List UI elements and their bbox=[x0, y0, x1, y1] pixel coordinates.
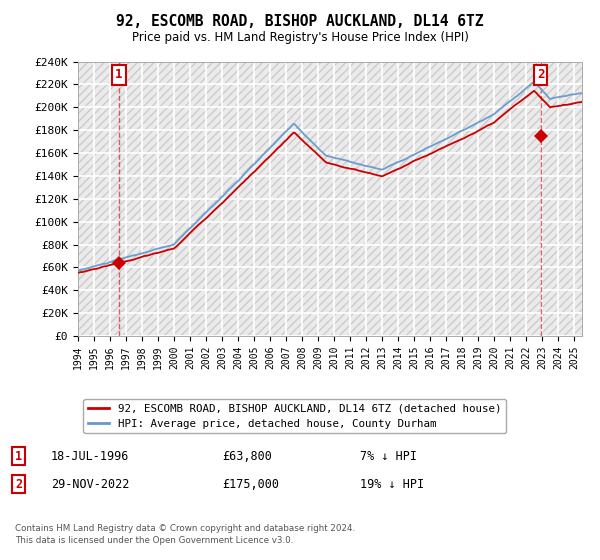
Text: 2: 2 bbox=[537, 68, 544, 81]
Text: 18-JUL-1996: 18-JUL-1996 bbox=[51, 450, 130, 463]
Text: Contains HM Land Registry data © Crown copyright and database right 2024.: Contains HM Land Registry data © Crown c… bbox=[15, 524, 355, 533]
Text: 2: 2 bbox=[15, 478, 22, 491]
Text: 29-NOV-2022: 29-NOV-2022 bbox=[51, 478, 130, 491]
Text: This data is licensed under the Open Government Licence v3.0.: This data is licensed under the Open Gov… bbox=[15, 536, 293, 545]
Text: Price paid vs. HM Land Registry's House Price Index (HPI): Price paid vs. HM Land Registry's House … bbox=[131, 31, 469, 44]
Text: £175,000: £175,000 bbox=[222, 478, 279, 491]
Legend: 92, ESCOMB ROAD, BISHOP AUCKLAND, DL14 6TZ (detached house), HPI: Average price,: 92, ESCOMB ROAD, BISHOP AUCKLAND, DL14 6… bbox=[83, 399, 506, 433]
Text: £63,800: £63,800 bbox=[222, 450, 272, 463]
Text: 19% ↓ HPI: 19% ↓ HPI bbox=[360, 478, 424, 491]
Text: 7% ↓ HPI: 7% ↓ HPI bbox=[360, 450, 417, 463]
Text: 92, ESCOMB ROAD, BISHOP AUCKLAND, DL14 6TZ: 92, ESCOMB ROAD, BISHOP AUCKLAND, DL14 6… bbox=[116, 14, 484, 29]
Text: 1: 1 bbox=[115, 68, 122, 81]
Text: 1: 1 bbox=[15, 450, 22, 463]
